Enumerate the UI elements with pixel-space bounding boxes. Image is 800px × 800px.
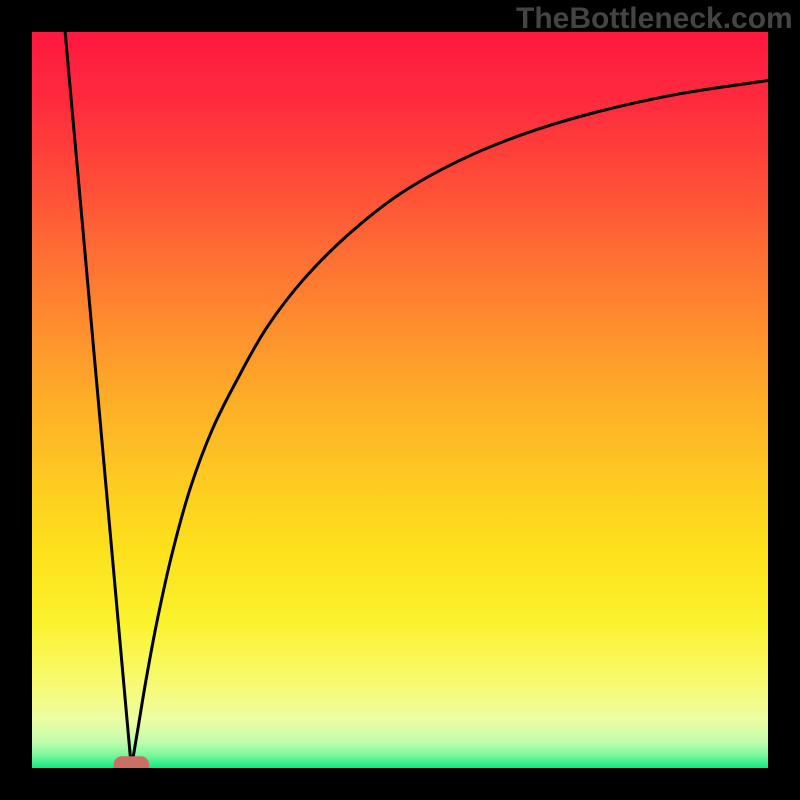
- chart-container: TheBottleneck.com: [0, 0, 800, 800]
- watermark-text: TheBottleneck.com: [516, 2, 793, 36]
- frame-left: [0, 0, 32, 800]
- frame-right: [768, 0, 800, 800]
- frame-bottom: [0, 768, 800, 800]
- plot-background: [32, 32, 768, 768]
- bottleneck-chart-svg: [0, 0, 800, 800]
